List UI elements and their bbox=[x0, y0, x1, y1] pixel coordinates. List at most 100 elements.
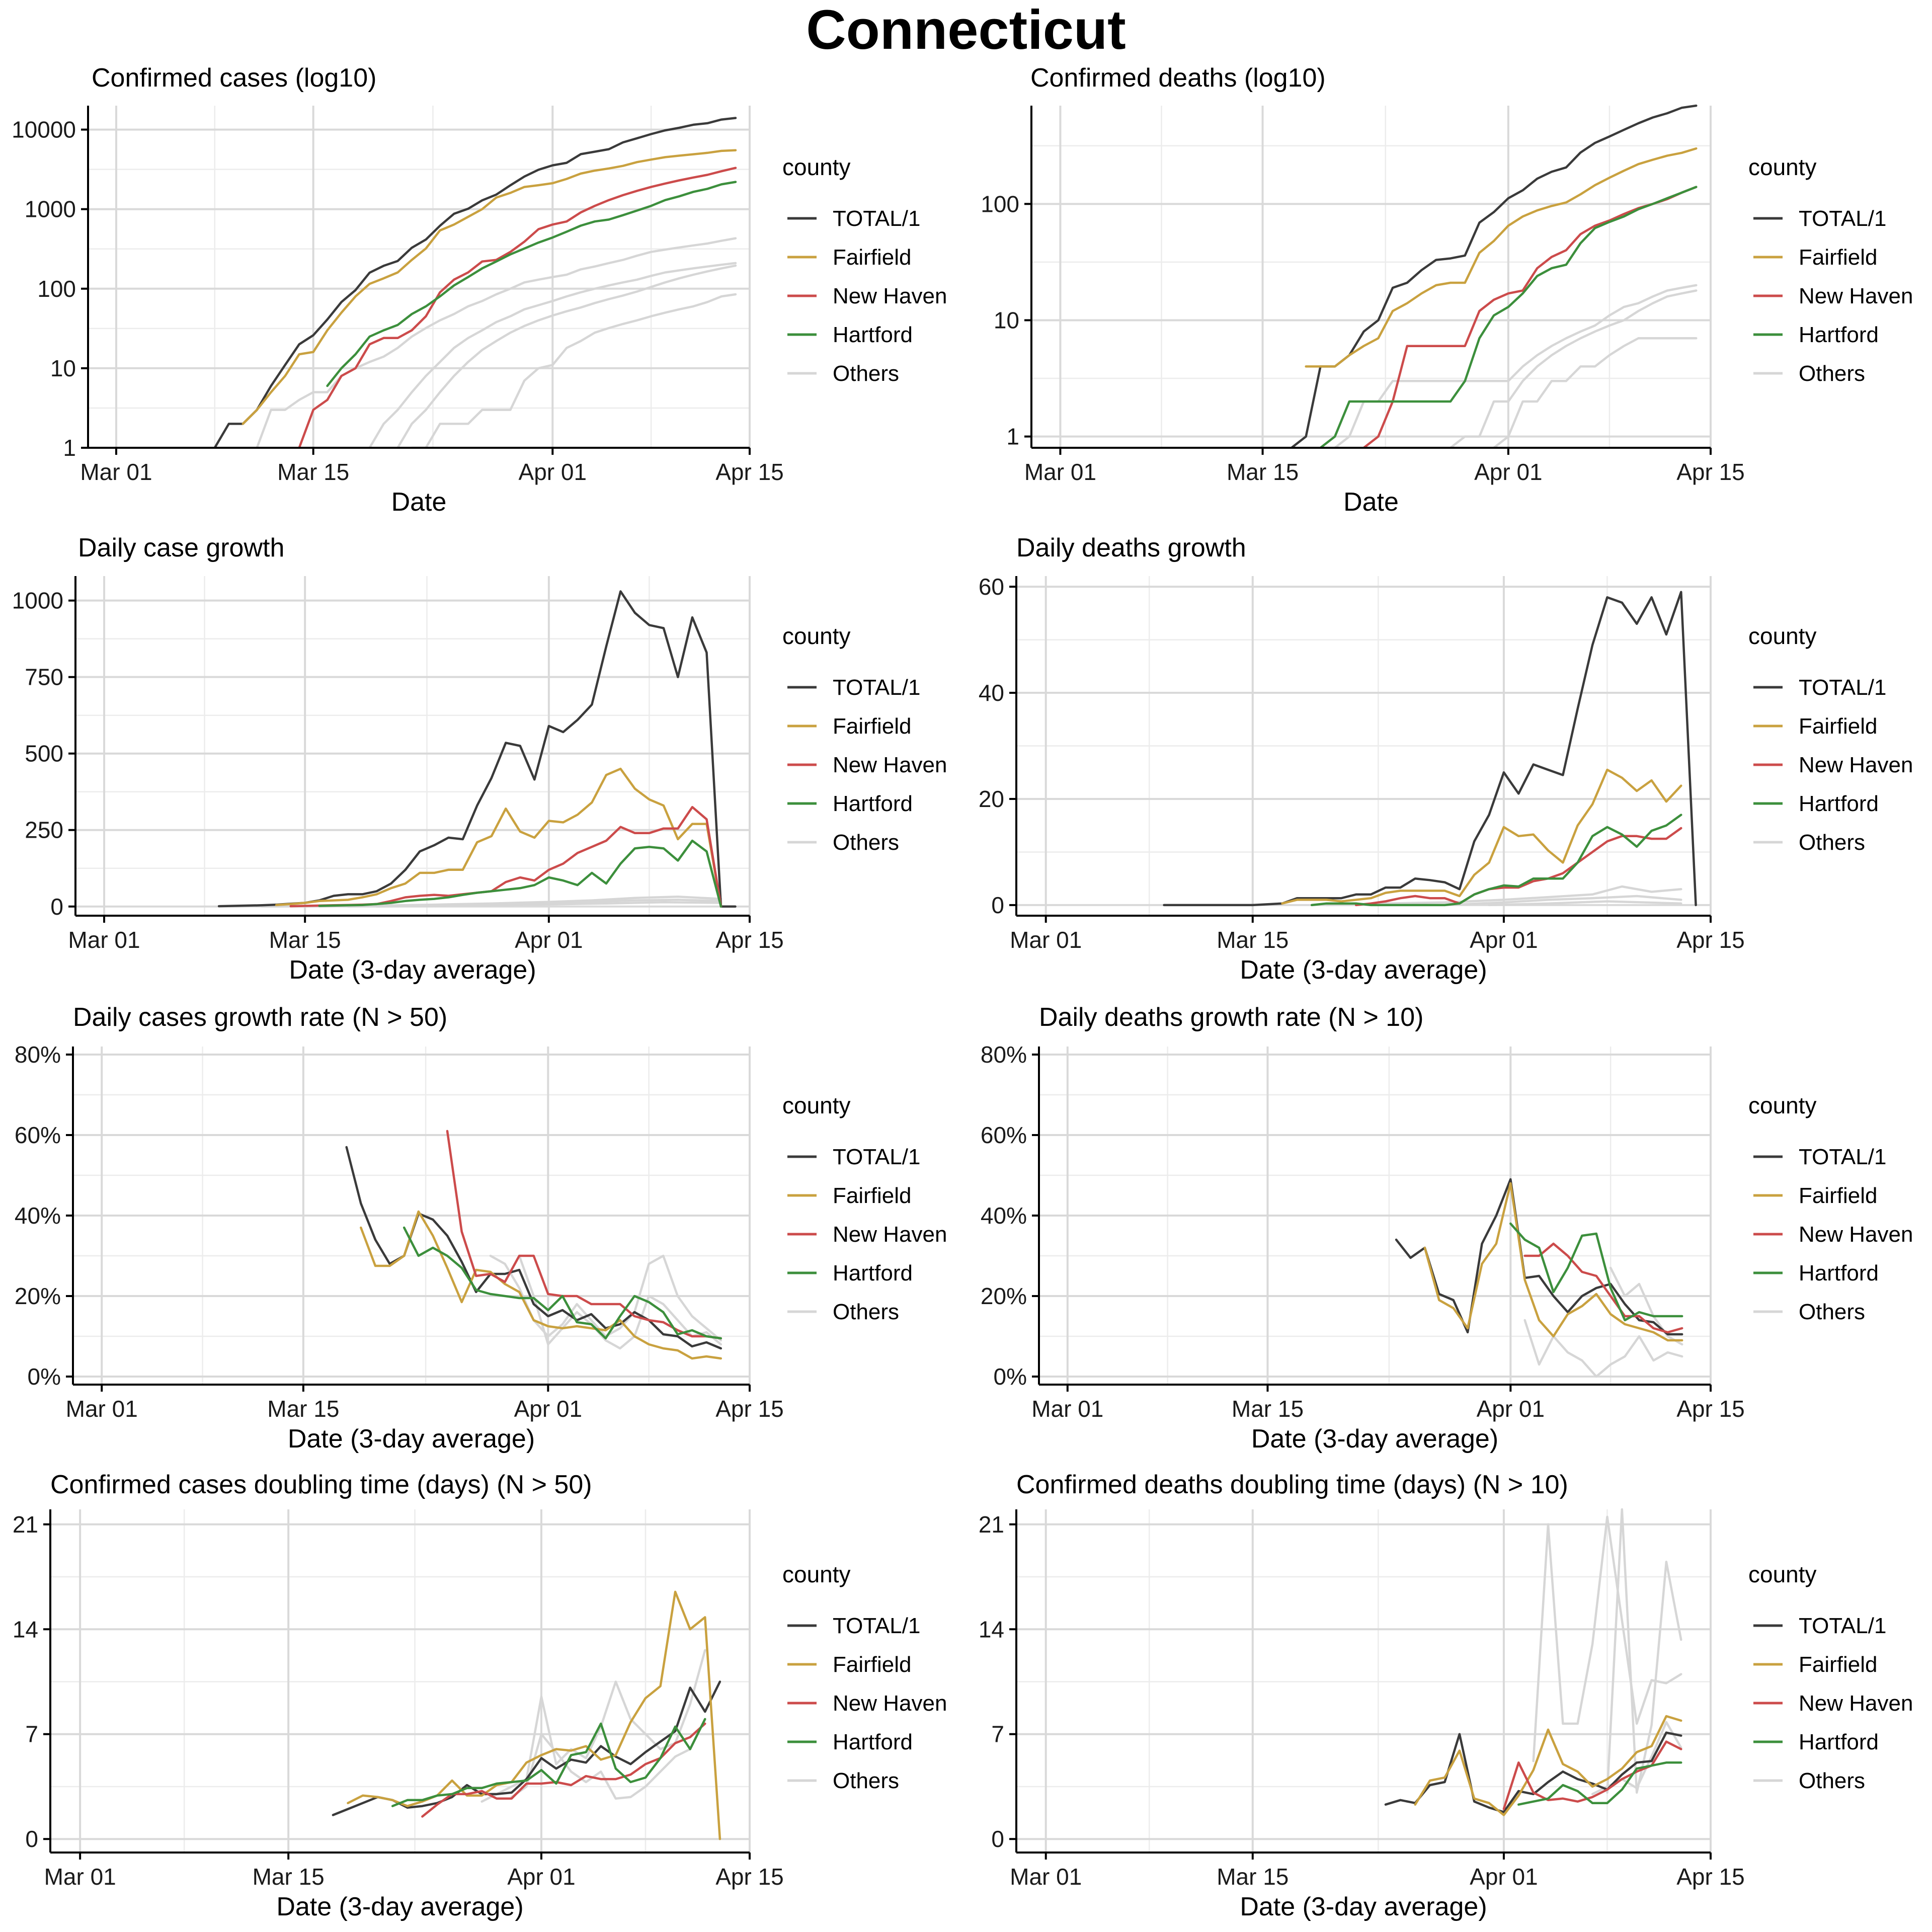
series-line-hartford bbox=[318, 839, 722, 908]
x-tick-label: Apr 15 bbox=[715, 927, 784, 953]
legend: county TOTAL/1 Fairfield New Haven Hartford O… bbox=[782, 1561, 947, 1793]
series-line-others bbox=[1609, 1266, 1683, 1346]
legend-label: Fairfield bbox=[1799, 245, 1878, 270]
y-tick-label: 0 bbox=[25, 1826, 38, 1852]
y-tick-label: 250 bbox=[25, 817, 63, 843]
y-tick-label: 80% bbox=[981, 1041, 1027, 1068]
y-tick-label: 10000 bbox=[12, 117, 76, 143]
legend-label: TOTAL/1 bbox=[1799, 1145, 1886, 1169]
x-tick-label: Apr 15 bbox=[1676, 1396, 1745, 1422]
y-tick-label: 1 bbox=[63, 435, 76, 461]
x-tick-label: Mar 15 bbox=[1227, 459, 1299, 485]
legend-title: county bbox=[782, 154, 851, 180]
legend-title: county bbox=[1748, 1092, 1817, 1118]
series-line-hartford bbox=[326, 181, 737, 387]
y-tick-label: 21 bbox=[979, 1511, 1004, 1538]
series-line-others bbox=[1443, 895, 1682, 907]
y-tick-label: 60% bbox=[981, 1122, 1027, 1148]
chart-panel-7: Mar 01 Mar 15 Apr 01 Apr 15 0 7 14 21 Confirmed … bbox=[13, 1470, 947, 1921]
series-line-fairfield bbox=[347, 1590, 721, 1840]
chart-panel-1: Mar 01 Mar 15 Apr 01 Apr 15 1 10 100 1000 10000 C… bbox=[12, 63, 947, 517]
y-tick-label: 20 bbox=[979, 786, 1004, 812]
x-axis-title: Date (3-day average) bbox=[276, 1892, 523, 1921]
legend-label: TOTAL/1 bbox=[833, 1614, 920, 1638]
series-line-fairfield bbox=[1281, 768, 1682, 905]
panel-title: Daily cases growth rate (N > 50) bbox=[73, 1003, 447, 1032]
series-line-hartford bbox=[391, 1718, 706, 1807]
legend-label: Fairfield bbox=[833, 1652, 912, 1677]
series-line-fairfield bbox=[1305, 147, 1698, 368]
x-tick-label: Mar 15 bbox=[277, 459, 349, 485]
series-line-others bbox=[375, 901, 722, 908]
legend: county TOTAL/1 Fairfield New Haven Hartford O… bbox=[1748, 623, 1913, 855]
series-line-others bbox=[396, 264, 737, 448]
series-line-others bbox=[256, 237, 737, 448]
series-line-others bbox=[1523, 1319, 1683, 1378]
y-tick-label: 80% bbox=[15, 1041, 61, 1068]
legend-label: Others bbox=[833, 361, 899, 386]
series-line-fairfield bbox=[1423, 1182, 1683, 1342]
legend-label: Others bbox=[1799, 1300, 1865, 1324]
panel-title: Confirmed cases doubling time (days) (N … bbox=[50, 1470, 592, 1499]
legend: county TOTAL/1 Fairfield New Haven Hartford O… bbox=[1748, 1092, 1913, 1324]
y-tick-label: 60% bbox=[15, 1122, 61, 1148]
legend-label: TOTAL/1 bbox=[1799, 206, 1886, 231]
legend-title: county bbox=[782, 1092, 851, 1118]
legend-label: Hartford bbox=[1799, 1261, 1879, 1285]
x-tick-label: Apr 01 bbox=[507, 1864, 576, 1890]
series-line-total-1 bbox=[1163, 591, 1697, 907]
legend-label: TOTAL/1 bbox=[833, 206, 920, 231]
y-tick-label: 100 bbox=[981, 191, 1019, 217]
legend-label: Fairfield bbox=[1799, 1652, 1878, 1677]
x-tick-label: Mar 01 bbox=[1010, 1864, 1082, 1890]
legend: county TOTAL/1 Fairfield New Haven Hartford O… bbox=[1748, 154, 1913, 386]
series-line-hartford bbox=[1517, 1761, 1682, 1806]
chart-panel-6: Mar 01 Mar 15 Apr 01 Apr 15 0% 20% 40% 60% 80% Da… bbox=[981, 1003, 1913, 1454]
series-line-hartford bbox=[1319, 186, 1698, 448]
y-tick-label: 1000 bbox=[25, 196, 76, 222]
legend-label: Fairfield bbox=[1799, 1183, 1878, 1208]
legend-label: Others bbox=[833, 1300, 899, 1324]
series-line-others bbox=[411, 293, 737, 448]
series-line-hartford bbox=[1509, 1222, 1683, 1322]
series-line-new-haven bbox=[421, 1722, 706, 1818]
legend-label: New Haven bbox=[1799, 284, 1913, 308]
x-tick-label: Mar 01 bbox=[66, 1396, 138, 1422]
x-tick-label: Mar 01 bbox=[1031, 1396, 1103, 1422]
y-tick-label: 1 bbox=[1006, 424, 1019, 450]
y-tick-label: 40% bbox=[981, 1202, 1027, 1229]
legend-label: New Haven bbox=[1799, 1691, 1913, 1716]
chart-panel-2: Mar 01 Mar 15 Apr 01 Apr 15 1 10 100 Confirmed … bbox=[981, 63, 1913, 517]
y-tick-label: 0% bbox=[28, 1363, 61, 1390]
x-axis-title: Date bbox=[391, 488, 447, 517]
legend-label: Hartford bbox=[833, 1730, 913, 1754]
legend-label: Hartford bbox=[1799, 791, 1879, 816]
series-line-fairfield bbox=[242, 149, 737, 425]
y-tick-label: 500 bbox=[25, 741, 63, 767]
x-axis-title: Date (3-day average) bbox=[288, 1424, 535, 1454]
legend-label: TOTAL/1 bbox=[1799, 1614, 1886, 1638]
series-line-others bbox=[1591, 1721, 1682, 1796]
x-tick-label: Mar 15 bbox=[1232, 1396, 1304, 1422]
y-tick-label: 40 bbox=[979, 680, 1004, 706]
legend-label: Others bbox=[1799, 361, 1865, 386]
legend-label: Hartford bbox=[833, 323, 913, 347]
legend-label: New Haven bbox=[833, 1222, 947, 1247]
legend-label: Others bbox=[1799, 1768, 1865, 1793]
y-tick-label: 0 bbox=[991, 892, 1004, 918]
series-line-others bbox=[510, 1718, 706, 1800]
series-line-hartford bbox=[403, 1226, 722, 1340]
legend-label: Fairfield bbox=[833, 1183, 912, 1208]
legend-label: TOTAL/1 bbox=[1799, 675, 1886, 700]
chart-panel-3: Mar 01 Mar 15 Apr 01 Apr 15 0 250 500 750 1000 Da… bbox=[12, 533, 947, 985]
page-title: Connecticut bbox=[806, 0, 1126, 61]
y-tick-label: 0 bbox=[991, 1826, 1004, 1852]
series-line-new-haven bbox=[1523, 1242, 1683, 1334]
x-tick-label: Apr 15 bbox=[715, 459, 784, 485]
series-line-fairfield bbox=[360, 1210, 722, 1360]
legend-label: Others bbox=[833, 830, 899, 855]
x-axis-title: Date (3-day average) bbox=[289, 955, 536, 985]
x-tick-label: Apr 15 bbox=[715, 1396, 784, 1422]
series-line-others bbox=[1606, 1508, 1682, 1794]
